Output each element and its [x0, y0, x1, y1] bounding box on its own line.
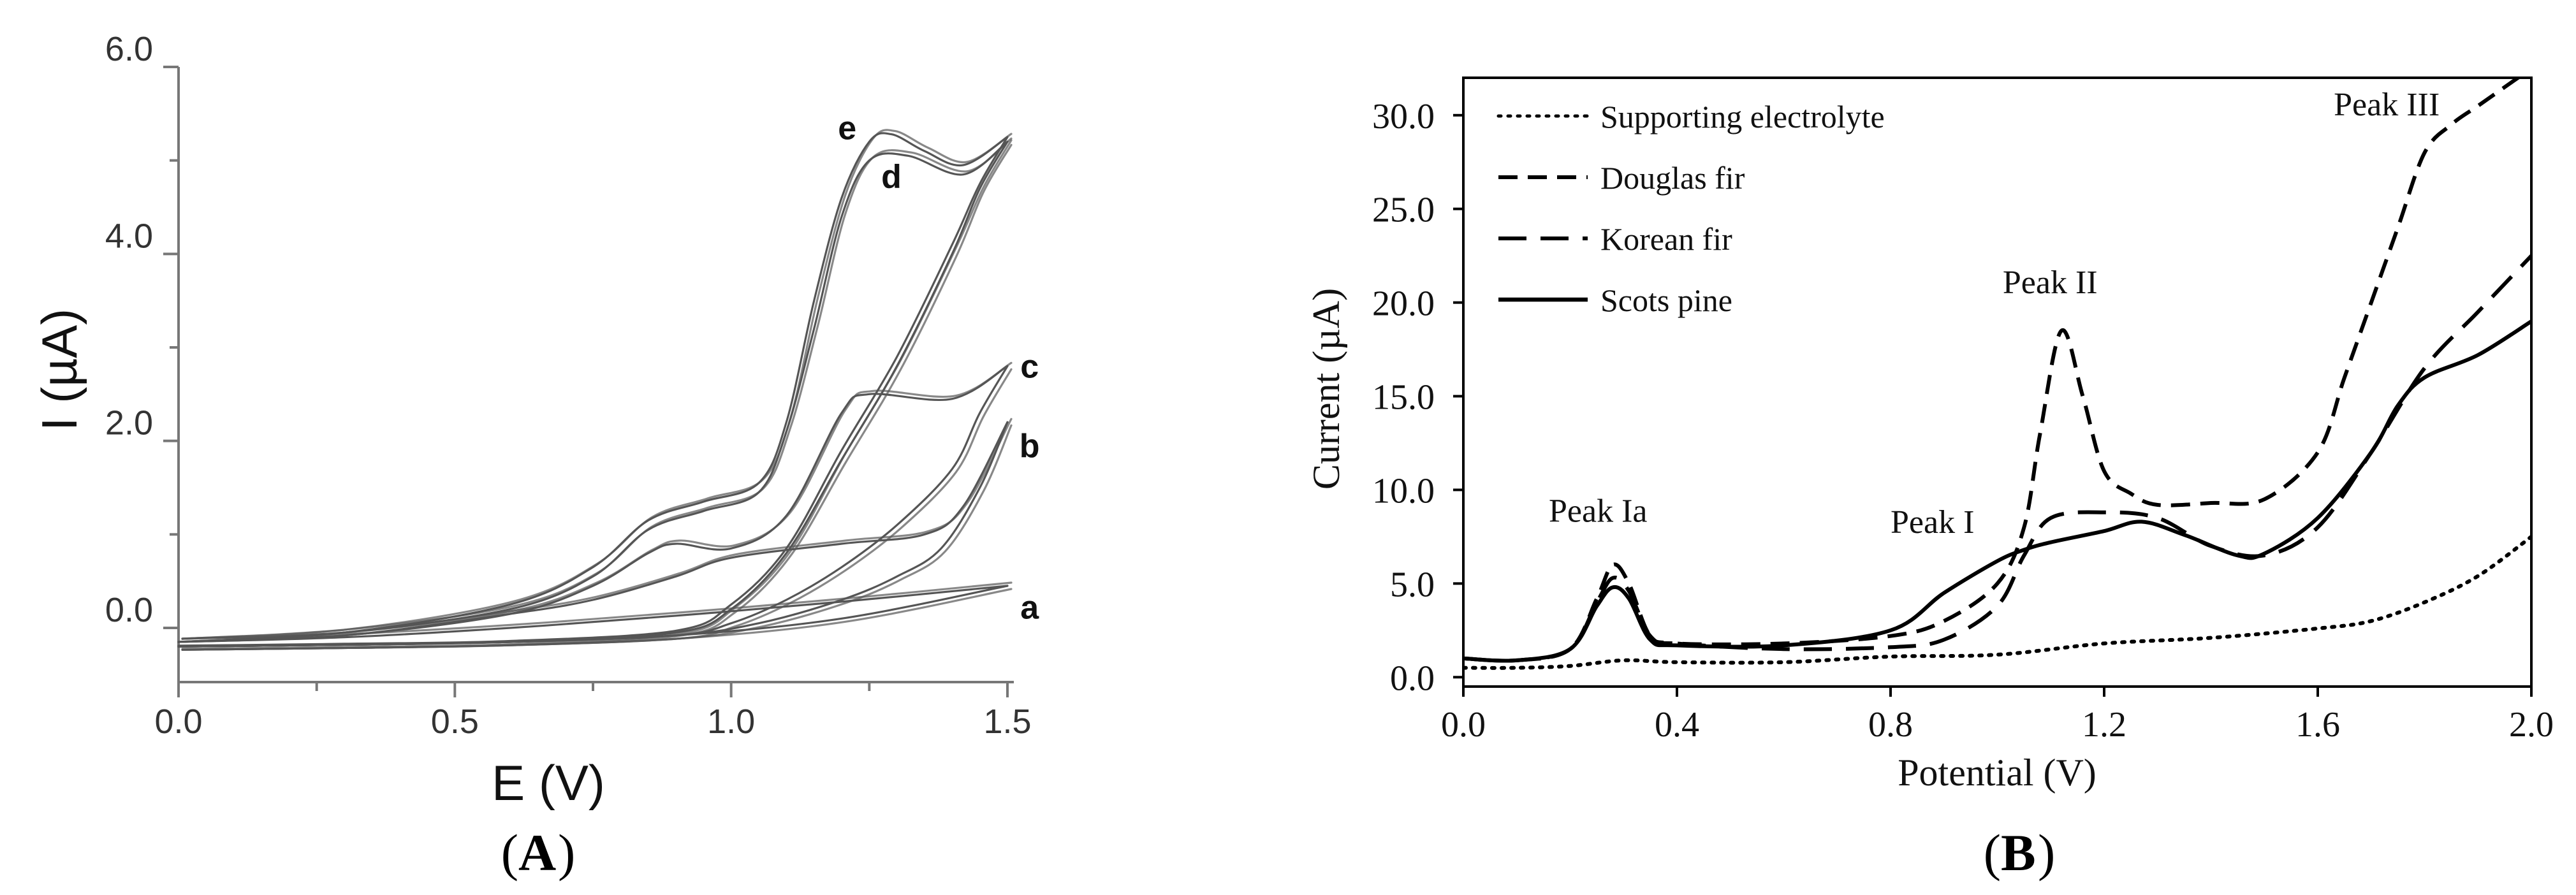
cv-curve-b-reverse	[177, 421, 1009, 648]
panel-b-y-tick-label: 20.0	[1372, 284, 1435, 324]
curve-label-d: d	[881, 159, 902, 196]
panel-b-plot-frame	[1462, 76, 2533, 688]
cv-curve-e-forward-cycle2	[181, 129, 1013, 640]
panel-a-x-tick-label: 0.5	[431, 702, 479, 741]
legend-label: Korean fir	[1600, 221, 1732, 257]
peak-label-peak-iii: Peak III	[2334, 87, 2440, 123]
peak-label-peak-ii: Peak II	[2003, 265, 2098, 301]
curve-label-b: b	[1020, 428, 1040, 465]
cv-curve-b-forward	[177, 421, 1009, 643]
cv-curve-c-reverse-cycle2	[181, 368, 1013, 651]
panel-a-tick-labels: 0.0 0.5 1.0 1.5 0.0 2.0 4.0 6.0	[105, 30, 1032, 741]
panel-a-ticks	[163, 66, 1009, 697]
panel-a-y-tick-label: 0.0	[105, 591, 153, 629]
svg-text:): )	[558, 824, 575, 882]
series-line-supporting-electrolyte	[1463, 534, 2531, 670]
panel-a-x-label: E (V)	[492, 755, 605, 811]
panel-b-y-label: Current (µA)	[1305, 288, 1347, 490]
panel-b-ticks	[1453, 113, 2533, 697]
panel-b-peak-labels: Peak Ia Peak I Peak II Peak III	[1549, 87, 2440, 541]
cv-curve-a-forward	[177, 585, 1009, 643]
cv-curve-c-forward	[177, 365, 1009, 643]
curve-label-a: a	[1020, 590, 1039, 627]
panel-b-y-tick-label: 25.0	[1372, 191, 1435, 230]
legend-label: Supporting electrolyte	[1600, 99, 1885, 135]
panel-a-curve-labels: ed c b a	[838, 110, 1039, 626]
panel-b-y-tick-label: 10.0	[1372, 471, 1435, 511]
svg-text:(: (	[1984, 824, 2001, 882]
panel-b-tick-labels: 0.0 0.4 0.8 1.2 1.6 2.0 0.0 5.0 10.0 15.0 20.0 25.0…	[1372, 97, 2554, 745]
panel-b-x-tick-label: 1.2	[2082, 705, 2126, 745]
panel-a-chart: 0.0 0.5 1.0 1.5 0.0 2.0 4.0 6.0 ed c b a E (V) I (…	[31, 30, 1040, 882]
panel-b-y-tick-label: 0.0	[1390, 659, 1435, 698]
curve-label-c: c	[1020, 348, 1039, 385]
panel-b-caption: ( B )	[1984, 824, 2056, 882]
panel-a-x-tick-label: 0.0	[154, 702, 202, 741]
legend-label: Scots pine	[1600, 282, 1732, 318]
panel-a-y-tick-label: 2.0	[105, 404, 153, 442]
cv-curve-e-forward	[177, 132, 1009, 643]
svg-text:(: (	[501, 824, 518, 882]
panel-a-y-tick-label: 6.0	[105, 30, 153, 68]
panel-b-y-tick-label: 15.0	[1372, 378, 1435, 418]
panel-b-x-tick-label: 0.4	[1655, 705, 1699, 745]
cv-curve-e-reverse	[177, 136, 1009, 647]
panel-b-x-tick-label: 0.8	[1868, 705, 1913, 745]
panel-a-x-tick-label: 1.0	[707, 702, 755, 741]
panel-b-y-tick-label: 30.0	[1372, 97, 1435, 136]
panel-a-label: A	[518, 824, 556, 882]
panel-a-y-label: I (µA)	[31, 309, 87, 431]
panel-b-x-tick-label: 1.6	[2295, 705, 2340, 745]
curve-label-e: e	[838, 110, 856, 147]
legend-label: Douglas fir	[1600, 160, 1745, 196]
peak-label-peak-i: Peak I	[1891, 504, 1974, 541]
panel-a-y-tick-label: 4.0	[105, 217, 153, 255]
panel-b-label: B	[2001, 824, 2036, 882]
cv-curve-c-reverse	[177, 365, 1009, 648]
svg-text:): )	[2038, 824, 2055, 882]
panel-b-x-label: Potential (V)	[1898, 752, 2097, 794]
panel-b-y-tick-label: 5.0	[1390, 565, 1435, 604]
series-line-scots-pine	[1463, 319, 2531, 663]
series-line-douglas-fir	[1463, 78, 2522, 663]
panel-b-chart: 0.0 0.4 0.8 1.2 1.6 2.0 0.0 5.0 10.0 15.0 20.0 25.0…	[1305, 76, 2554, 882]
panel-b-curves	[1463, 78, 2531, 670]
panel-b-x-tick-label: 0.0	[1441, 705, 1486, 745]
cv-curve-b-forward-cycle2	[181, 418, 1013, 640]
panel-a-x-tick-label: 1.5	[983, 702, 1031, 741]
panel-a-curves	[177, 129, 1013, 651]
peak-label-peak-ia: Peak Ia	[1549, 493, 1647, 529]
panel-b-legend: Supporting electrolyte Douglas fir Korean …	[1497, 99, 1885, 318]
panel-a-caption: ( A )	[501, 824, 576, 882]
panel-b-x-tick-label: 2.0	[2509, 705, 2554, 745]
cv-curve-e-reverse-cycle2	[181, 139, 1013, 650]
